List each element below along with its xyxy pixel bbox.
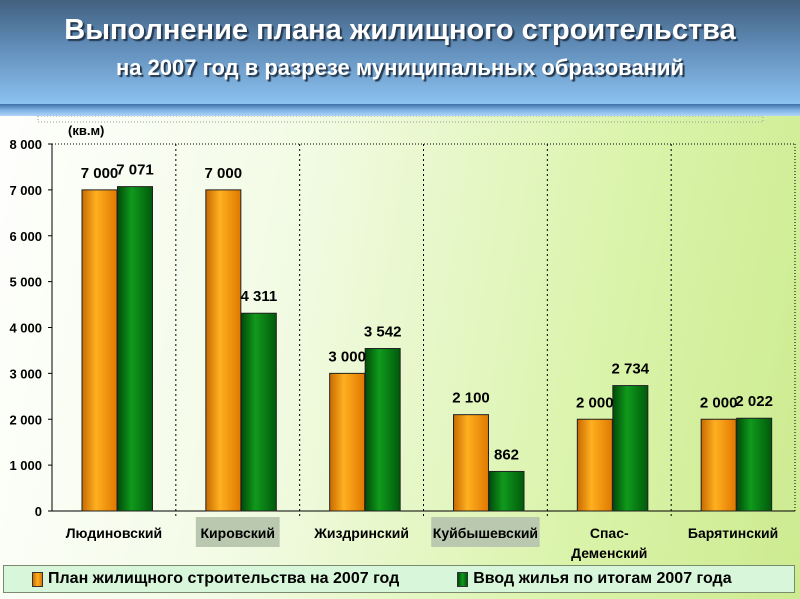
x-tick-label: Куйбышевский: [433, 525, 538, 541]
bar-chart: 0 1 000 2 000 3 000 4 000 5 000 6 000 7 000 8 00…: [9, 116, 796, 561]
data-label: 2 000: [576, 394, 614, 411]
data-label: 2 022: [735, 393, 773, 410]
y-tick-label: 1 000: [9, 458, 42, 473]
bar-actual: [117, 186, 153, 512]
x-tick-label: Жиздринский: [313, 525, 409, 541]
data-label: 4 311: [240, 288, 277, 305]
data-label: 3 542: [364, 324, 402, 341]
bar-actual: [488, 470, 525, 512]
legend-swatch-orange: [32, 571, 43, 587]
data-label: 7 000: [81, 165, 119, 182]
data-label: 2 000: [700, 394, 738, 411]
header-banner: Выполнение плана жилищного строительства…: [0, 0, 800, 104]
bar-plan: [205, 189, 242, 512]
y-tick-label: 3 000: [9, 366, 42, 381]
y-tick-label: 4 000: [9, 321, 42, 336]
x-tick-label: Барятинский: [688, 525, 778, 541]
y-tick-label: 2 000: [9, 412, 42, 427]
data-label: 3 000: [328, 348, 366, 365]
legend-label-actual: Ввод жилья по итогам 2007 года: [473, 570, 732, 587]
bar-actual: [612, 385, 649, 512]
x-tick-label: Деменский: [571, 545, 647, 561]
y-axis-label: (кв.м): [68, 123, 104, 138]
y-tick-label: 6 000: [9, 229, 42, 244]
page-title: Выполнение плана жилищного строительства: [64, 14, 736, 46]
category-highlight: [195, 517, 280, 547]
bar-plan: [576, 418, 613, 512]
bar-actual: [736, 417, 773, 512]
bar-actual: [240, 312, 277, 512]
chart-legend: План жилищного строительства на 2007 год…: [3, 565, 795, 593]
legend-item-plan: План жилищного строительства на 2007 год: [32, 570, 399, 588]
data-label: 2 734: [612, 361, 650, 378]
x-tick-label: Кировский: [200, 525, 275, 541]
bar-plan: [329, 372, 366, 512]
bar-plan: [700, 418, 737, 512]
y-tick-label: 8 000: [9, 137, 42, 152]
bar-plan: [453, 414, 489, 512]
bar-actual: [364, 348, 401, 512]
x-tick-label: Людиновский: [66, 525, 162, 541]
data-label: 7 000: [205, 165, 243, 182]
category-highlight: [431, 517, 540, 547]
y-tick-label: 0: [35, 504, 42, 519]
legend-label-plan: План жилищного строительства на 2007 год: [48, 570, 400, 587]
header-divider: [0, 104, 800, 116]
data-label: 862: [494, 446, 519, 463]
bar-plan: [81, 189, 118, 512]
y-tick-label: 7 000: [9, 183, 42, 198]
page-subtitle: на 2007 год в разрезе муниципальных обра…: [115, 55, 685, 80]
legend-swatch-green: [457, 571, 469, 587]
data-label: 2 100: [452, 390, 490, 407]
x-tick-label: Спас-: [590, 525, 629, 541]
y-tick-label: 5 000: [9, 275, 42, 290]
chart-title-placeholder: [37, 116, 764, 123]
legend-item-actual: Ввод жилья по итогам 2007 года: [457, 570, 732, 588]
data-label: 7 071: [116, 162, 154, 179]
